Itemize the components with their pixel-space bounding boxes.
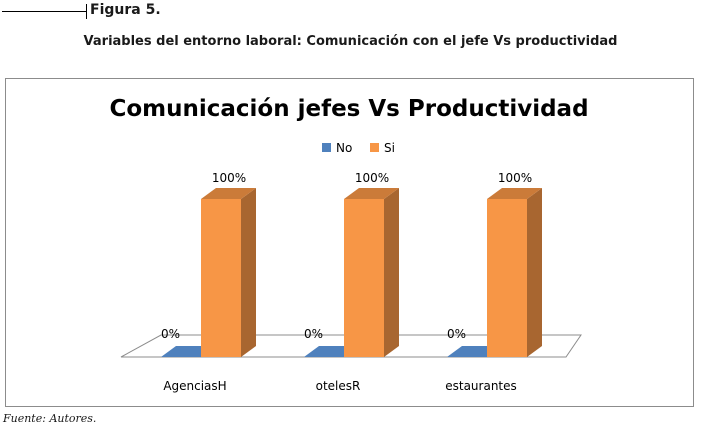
figure-source: Fuente: Autores. <box>3 412 97 425</box>
chart-svg: Comunicación jefes Vs Productividad No Si… <box>109 96 588 393</box>
bar-side <box>384 188 399 357</box>
legend-swatch-no <box>322 143 331 152</box>
bar-si-otelesr <box>344 188 399 357</box>
data-label-no-otelesr: 0% <box>304 327 323 341</box>
legend-swatch-si <box>370 143 379 152</box>
bar-side <box>241 188 256 357</box>
bar-si-estaurantes <box>487 188 542 357</box>
chart-data-labels: 0% 100% 0% 100% 0% 100% <box>161 171 532 341</box>
figure-label: Figura 5. <box>90 2 161 18</box>
data-label-no-estaurantes: 0% <box>447 327 466 341</box>
bar-side <box>527 188 542 357</box>
bar-front <box>487 199 527 357</box>
bar-top <box>487 188 542 199</box>
bar-top <box>201 188 256 199</box>
legend-label-si: Si <box>384 141 395 155</box>
figure-caption: Variables del entorno laboral: Comunicac… <box>83 34 618 49</box>
data-label-si-otelesr: 100% <box>355 171 389 185</box>
bar-front <box>201 199 241 357</box>
category-label-agenciash: AgenciasH <box>163 379 226 393</box>
figure-rule <box>2 11 87 12</box>
data-label-si-estaurantes: 100% <box>498 171 532 185</box>
legend-label-no: No <box>336 141 352 155</box>
bar-front <box>344 199 384 357</box>
data-label-no-agenciash: 0% <box>161 327 180 341</box>
category-label-estaurantes: estaurantes <box>445 379 517 393</box>
category-label-otelesr: otelesR <box>316 379 361 393</box>
chart-category-labels: AgenciasH otelesR estaurantes <box>163 379 516 393</box>
chart-bars <box>161 188 542 357</box>
chart-frame: Comunicación jefes Vs Productividad No Si… <box>5 78 694 407</box>
figure-rule-tick <box>86 4 87 19</box>
chart-title: Comunicación jefes Vs Productividad <box>109 96 588 122</box>
bar-si-agenciash <box>201 188 256 357</box>
bar-top <box>344 188 399 199</box>
chart-legend: No Si <box>322 141 395 155</box>
data-label-si-agenciash: 100% <box>212 171 246 185</box>
